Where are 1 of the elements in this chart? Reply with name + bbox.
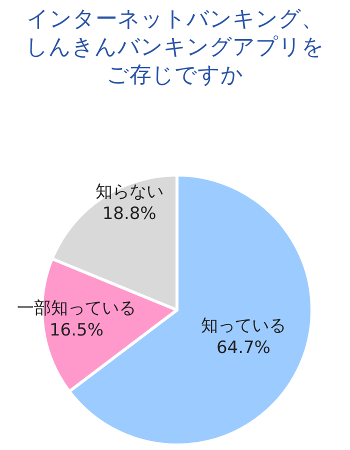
chart-title: インターネットバンキング、しんきんバンキングアプリをご存じですか [25, 6, 325, 90]
